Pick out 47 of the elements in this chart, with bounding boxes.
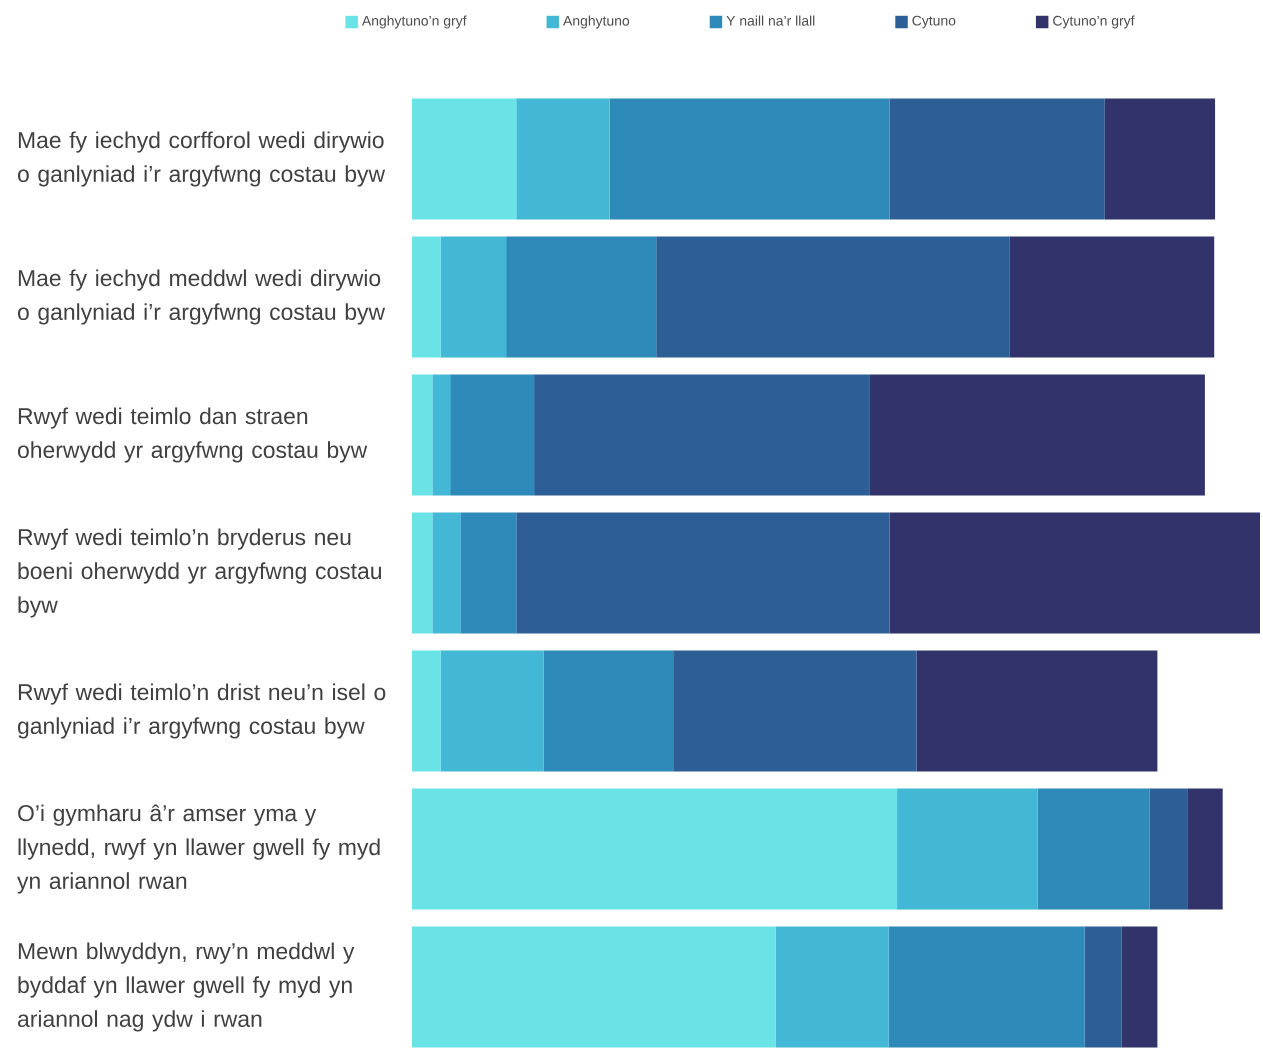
y-tick-label: Rwyf wedi teimlo dan straen oherwydd yr argyfwng costau byw <box>18 407 368 463</box>
bar <box>516 512 890 634</box>
bar <box>543 650 674 772</box>
bar <box>432 374 451 496</box>
bar <box>916 650 1158 772</box>
bar <box>656 236 1010 358</box>
bar <box>1149 788 1188 910</box>
bar <box>450 374 535 496</box>
legend-label: Cytuno’n gryf <box>1053 15 1135 29</box>
bar <box>673 650 917 772</box>
bar <box>412 236 441 358</box>
bar <box>412 788 898 910</box>
bar <box>440 236 507 358</box>
bar <box>534 374 870 496</box>
bar <box>1121 926 1158 1048</box>
legend-label: Cytuno <box>912 15 956 29</box>
bar <box>412 926 776 1048</box>
legend-label: Y naill na’r llall <box>726 15 815 26</box>
bar <box>1187 788 1223 910</box>
bar <box>609 98 890 220</box>
bar <box>889 512 1261 634</box>
bar <box>506 236 657 358</box>
bar <box>1037 788 1150 910</box>
bar <box>897 788 1038 910</box>
bar <box>460 512 517 634</box>
bar <box>412 374 433 496</box>
bar <box>1104 98 1216 220</box>
y-tick-label: Rwyf wedi teimlo’n bryderus neu boeni oherwydd yr argyfwng costau byw <box>18 528 381 618</box>
legend-label: Anghytuno’n gryf <box>361 15 467 29</box>
bar <box>440 650 544 772</box>
y-tick-label: Mae fy iechyd meddwl wedi dirywio o ganlyniad i’r argyfwng costau byw <box>18 269 386 325</box>
bar <box>888 926 1085 1048</box>
bar <box>869 374 1205 496</box>
legend-label: Anghytuno <box>563 15 630 29</box>
bar <box>412 512 433 634</box>
bar <box>516 98 610 220</box>
y-tick-label: Mae fy iechyd corfforol wedi dirywio o ganlyniad i’r argyfwng costau byw <box>18 131 386 187</box>
bar <box>1084 926 1122 1048</box>
bar <box>1009 236 1215 358</box>
bar <box>412 98 517 220</box>
bar <box>775 926 889 1048</box>
bar <box>432 512 461 634</box>
y-tick-label: O’i gymharu â’r amser yma y llynedd, rwyf yn llawer gwell fy myd yn ariannol rwan <box>17 804 380 894</box>
y-tick-label: Rwyf wedi teimlo’n drist neu’n isel o ganlyniad i’r argyfwng costau byw <box>18 683 386 739</box>
bar <box>412 650 441 772</box>
y-tick-label: Mewn blwyddyn, rwy’n meddwl y byddaf yn llawer gwell fy myd yn ariannol nag ydw i rwan <box>18 942 355 1032</box>
bar <box>889 98 1105 220</box>
